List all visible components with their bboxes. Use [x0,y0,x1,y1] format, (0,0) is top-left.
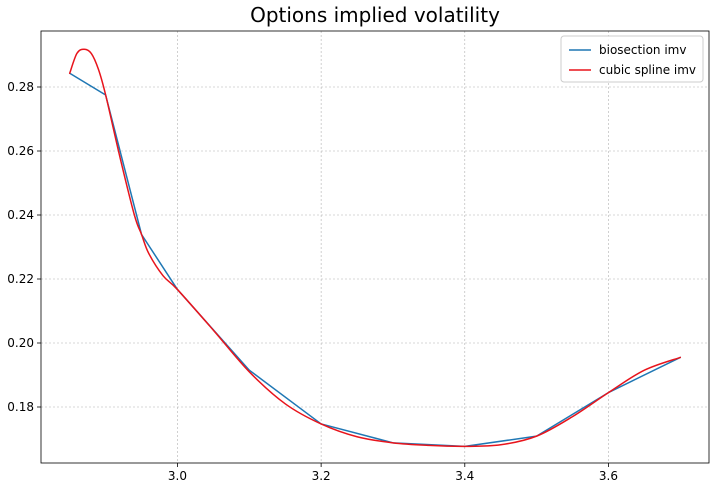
x-tick-label: 3.0 [168,469,187,483]
y-tick-label: 0.26 [7,144,34,158]
x-tick-label: 3.6 [599,469,618,483]
grid-lines [41,31,709,463]
x-tick-label: 3.2 [312,469,331,483]
chart-title: Options implied volatility [250,3,500,27]
legend-label: cubic spline imv [599,63,696,77]
legend-label: biosection imv [599,43,686,57]
y-tick-label: 0.22 [7,272,34,286]
plot-frame [40,30,710,464]
legend: biosection imv cubic spline imv [560,35,704,83]
axis-ticks: 3.0 3.2 3.4 3.6 0.18 0.20 0.22 0.24 0.26 0.28 [7,80,618,483]
legend-box [560,35,704,83]
series-lines [68,48,682,448]
series-line-biosection [68,72,682,448]
y-tick-label: 0.18 [7,400,34,414]
y-tick-label: 0.24 [7,208,34,222]
series-line-cubic-spline [68,48,682,448]
y-tick-label: 0.20 [7,336,34,350]
y-tick-label: 0.28 [7,80,34,94]
x-tick-label: 3.4 [455,469,474,483]
